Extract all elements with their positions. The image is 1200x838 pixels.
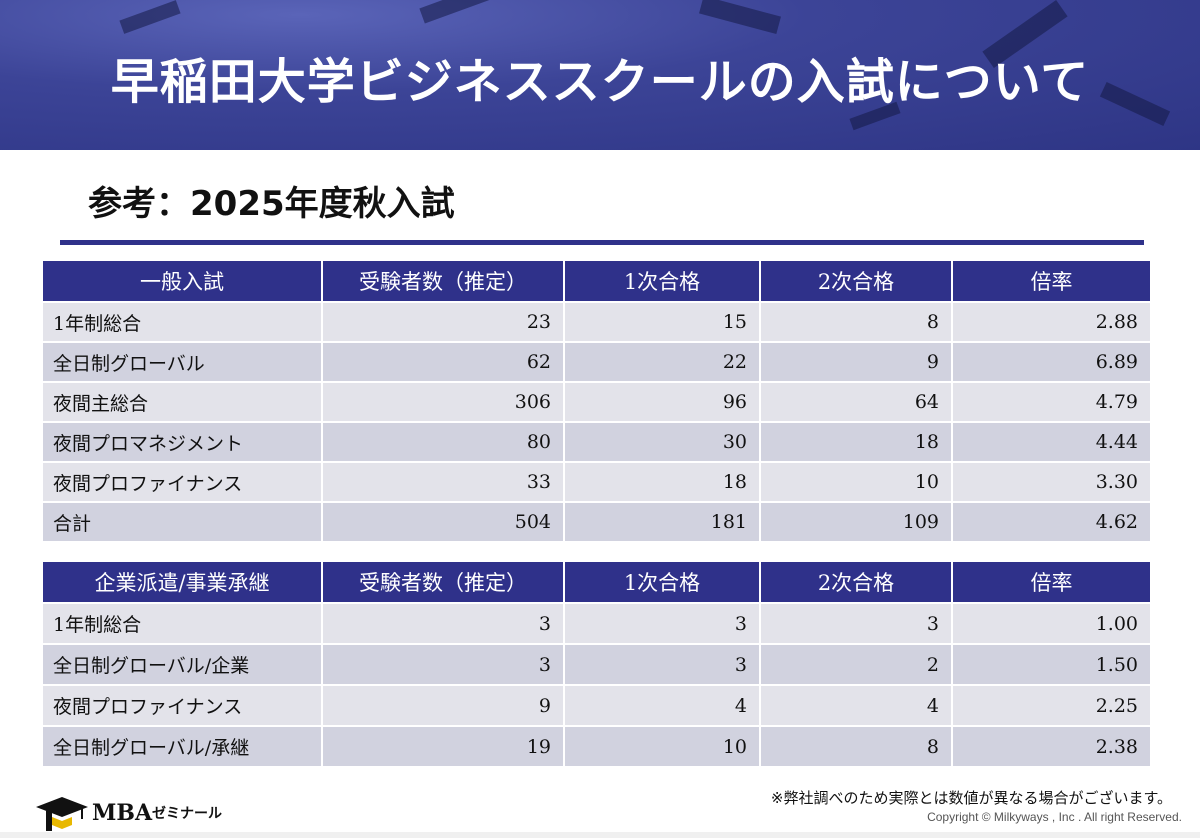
second-pass-value: 2 (760, 643, 953, 685)
graduation-cap-icon (36, 797, 88, 831)
ratio-value: 1.00 (952, 602, 1150, 644)
applicants-value: 504 (322, 501, 565, 541)
ratio-value: 2.88 (952, 301, 1150, 342)
first-pass-value: 96 (564, 381, 761, 422)
ratio-value: 4.62 (952, 501, 1150, 541)
first-pass-value: 22 (564, 341, 761, 382)
program-name: 夜間主総合 (43, 381, 323, 422)
copyright-text: Copyright © Milkyways , Inc . All right … (927, 810, 1182, 824)
column-header-second-pass: 2次合格 (760, 562, 953, 603)
first-pass-value: 3 (564, 602, 761, 644)
column-header-first-pass: 1次合格 (564, 562, 761, 603)
ratio-value: 2.25 (952, 684, 1150, 726)
first-pass-value: 3 (564, 643, 761, 685)
column-header-category: 一般入試 (43, 261, 323, 302)
program-name: 夜間プロファイナンス (43, 684, 323, 726)
section-divider (60, 240, 1144, 245)
applicants-value: 23 (322, 301, 565, 342)
program-name: 1年制総合 (43, 301, 323, 342)
first-pass-value: 18 (564, 461, 761, 502)
section-title: 参考：2025年度秋入試 (88, 184, 455, 224)
footer-strip (0, 832, 1200, 838)
logo-text-seminar: ゼミナール (152, 806, 223, 822)
table-row: 全日制グローバル/企業 3 3 2 1.50 (43, 643, 1150, 685)
second-pass-value: 4 (760, 684, 953, 726)
second-pass-value: 109 (760, 501, 953, 541)
graduation-cap-silhouette (119, 0, 181, 34)
header-banner: 早稲田大学ビジネススクールの入試について (0, 0, 1200, 150)
second-pass-value: 8 (760, 301, 953, 342)
table-row: 夜間プロファイナンス 9 4 4 2.25 (43, 684, 1150, 726)
ratio-value: 6.89 (952, 341, 1150, 382)
page-title: 早稲田大学ビジネススクールの入試について (110, 54, 1090, 110)
graduation-cap-silhouette (699, 0, 781, 35)
program-name: 全日制グローバル/企業 (43, 643, 323, 685)
applicants-value: 33 (322, 461, 565, 502)
table-row: 1年制総合 3 3 3 1.00 (43, 602, 1150, 644)
table-total-row: 合計 504 181 109 4.62 (43, 501, 1150, 541)
applicants-value: 19 (322, 725, 565, 766)
ratio-value: 3.30 (952, 461, 1150, 502)
mba-seminar-logo: MBA ゼミナール (32, 793, 222, 833)
table-row: 全日制グローバル/承継 19 10 8 2.38 (43, 725, 1150, 766)
second-pass-value: 10 (760, 461, 953, 502)
column-header-applicants: 受験者数（推定） (322, 261, 565, 302)
applicants-value: 62 (322, 341, 565, 382)
first-pass-value: 4 (564, 684, 761, 726)
first-pass-value: 30 (564, 421, 761, 462)
applicants-value: 80 (322, 421, 565, 462)
ratio-value: 4.44 (952, 421, 1150, 462)
applicants-value: 3 (322, 602, 565, 644)
applicants-value: 3 (322, 643, 565, 685)
column-header-ratio: 倍率 (952, 562, 1150, 603)
table-row: 夜間プロマネジメント 80 30 18 4.44 (43, 421, 1150, 462)
applicants-value: 306 (322, 381, 565, 422)
program-name: 1年制総合 (43, 602, 323, 644)
second-pass-value: 3 (760, 602, 953, 644)
logo-text-mba: MBA (92, 800, 153, 826)
corporate-admission-table: 企業派遣/事業承継 受験者数（推定） 1次合格 2次合格 倍率 1年制総合 3 … (43, 562, 1150, 766)
applicants-value: 9 (322, 684, 565, 726)
column-header-applicants: 受験者数（推定） (322, 562, 565, 603)
second-pass-value: 8 (760, 725, 953, 766)
table-row: 全日制グローバル 62 22 9 6.89 (43, 341, 1150, 382)
program-name: 全日制グローバル (43, 341, 323, 382)
table-header-row: 企業派遣/事業承継 受験者数（推定） 1次合格 2次合格 倍率 (43, 562, 1150, 603)
ratio-value: 2.38 (952, 725, 1150, 766)
total-label: 合計 (43, 501, 323, 541)
ratio-value: 4.79 (952, 381, 1150, 422)
second-pass-value: 64 (760, 381, 953, 422)
table-header-row: 一般入試 受験者数（推定） 1次合格 2次合格 倍率 (43, 261, 1150, 302)
first-pass-value: 15 (564, 301, 761, 342)
first-pass-value: 181 (564, 501, 761, 541)
table-row: 夜間主総合 306 96 64 4.79 (43, 381, 1150, 422)
table-row: 1年制総合 23 15 8 2.88 (43, 301, 1150, 342)
program-name: 夜間プロファイナンス (43, 461, 323, 502)
column-header-first-pass: 1次合格 (564, 261, 761, 302)
second-pass-value: 9 (760, 341, 953, 382)
first-pass-value: 10 (564, 725, 761, 766)
program-name: 全日制グローバル/承継 (43, 725, 323, 766)
column-header-ratio: 倍率 (952, 261, 1150, 302)
second-pass-value: 18 (760, 421, 953, 462)
disclaimer-note: ※弊社調べのため実際とは数値が異なる場合がございます。 (770, 789, 1172, 807)
table-row: 夜間プロファイナンス 33 18 10 3.30 (43, 461, 1150, 502)
column-header-second-pass: 2次合格 (760, 261, 953, 302)
program-name: 夜間プロマネジメント (43, 421, 323, 462)
ratio-value: 1.50 (952, 643, 1150, 685)
graduation-cap-silhouette (419, 0, 491, 24)
general-admission-table: 一般入試 受験者数（推定） 1次合格 2次合格 倍率 1年制総合 23 15 8… (43, 261, 1150, 541)
column-header-category: 企業派遣/事業承継 (43, 562, 323, 603)
